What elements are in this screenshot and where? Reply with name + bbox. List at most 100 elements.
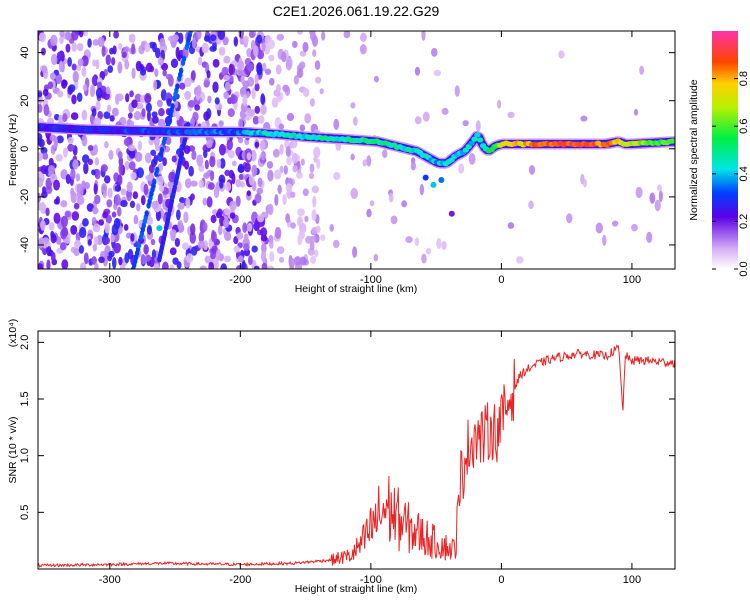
noise-blob — [279, 143, 284, 155]
x-tick-label: 100 — [623, 574, 641, 586]
noise-blob — [102, 211, 109, 219]
spectrogram-spot — [448, 210, 455, 217]
noise-blob — [59, 242, 67, 251]
noise-blob — [83, 252, 89, 265]
noise-blob — [111, 211, 117, 218]
noise-blob — [611, 220, 619, 227]
noise-blob — [111, 256, 117, 269]
spectrogram-frame — [37, 30, 676, 270]
noise-blob — [87, 144, 94, 151]
noise-blob — [237, 163, 245, 174]
noise-blob — [56, 51, 62, 60]
noise-blob — [352, 246, 358, 258]
noise-blob — [219, 180, 224, 189]
noise-blob — [401, 200, 408, 208]
noise-blob — [217, 31, 226, 41]
noise-blob — [68, 84, 76, 93]
noise-blob — [198, 179, 204, 189]
snr-series — [38, 344, 675, 568]
noise-blob — [223, 55, 231, 64]
noise-blob — [171, 155, 177, 163]
noise-blob — [82, 83, 88, 92]
noise-blob — [87, 239, 92, 246]
noise-blob — [276, 246, 285, 255]
noise-blob — [82, 218, 89, 227]
noise-blob — [162, 157, 167, 167]
noise-blob — [81, 134, 88, 147]
noise-blob — [241, 259, 246, 269]
noise-blob — [40, 219, 46, 231]
noise-blob — [38, 177, 44, 188]
noise-blob — [62, 147, 68, 158]
noise-blob — [222, 37, 229, 46]
noise-blob — [436, 237, 442, 250]
noise-blob — [286, 156, 293, 166]
noise-blob — [55, 73, 63, 85]
noise-blob — [256, 34, 263, 44]
noise-blob — [251, 245, 258, 253]
noise-blob — [231, 160, 237, 167]
noise-blob — [223, 231, 232, 241]
noise-blob — [359, 32, 367, 42]
noise-blob — [296, 68, 304, 79]
noise-blob — [207, 182, 215, 190]
noise-blob — [133, 214, 139, 225]
noise-blob — [257, 214, 265, 223]
noise-blob — [233, 245, 240, 253]
noise-blob — [213, 186, 220, 199]
noise-blob — [71, 211, 80, 221]
noise-blob — [77, 58, 84, 67]
noise-blob — [218, 224, 223, 236]
noise-blob — [254, 193, 262, 204]
noise-blob — [74, 239, 81, 248]
noise-blob — [144, 42, 151, 53]
noise-blob — [65, 173, 71, 185]
noise-blob — [158, 185, 165, 193]
noise-blob — [227, 150, 235, 159]
noise-blob — [50, 144, 56, 155]
noise-blob — [421, 31, 426, 41]
noise-blob — [235, 179, 242, 188]
noise-blob — [297, 208, 305, 217]
noise-blob — [267, 265, 275, 269]
noise-blob — [150, 238, 156, 246]
noise-blob — [209, 155, 216, 168]
noise-blob — [633, 108, 639, 116]
noise-blob — [114, 194, 121, 206]
noise-blob — [128, 161, 136, 171]
noise-blob — [176, 261, 182, 269]
noise-blob — [310, 255, 317, 264]
noise-blob — [249, 31, 255, 39]
noise-blob — [257, 114, 265, 124]
noise-blob — [320, 234, 326, 242]
noise-blob — [285, 58, 292, 71]
snr-plot-area — [38, 331, 675, 569]
noise-blob — [528, 165, 536, 175]
noise-blob — [42, 88, 49, 97]
noise-blob — [156, 99, 163, 108]
noise-blob — [231, 172, 236, 185]
noise-blob — [253, 45, 259, 57]
noise-blob — [67, 57, 72, 67]
noise-blob — [47, 164, 56, 175]
noise-blob — [285, 145, 291, 158]
noise-blob — [269, 251, 275, 263]
noise-blob — [311, 35, 319, 47]
noise-blob — [129, 200, 136, 209]
streak-segment — [152, 178, 157, 185]
noise-blob — [267, 39, 276, 50]
snr-y-label: SNR (10 * v/v) — [7, 416, 19, 483]
noise-blob — [373, 75, 379, 83]
noise-blob — [311, 185, 320, 194]
y-tick-label: 20 — [19, 95, 31, 107]
noise-blob — [101, 183, 108, 194]
noise-blob — [112, 45, 117, 55]
noise-blob — [269, 241, 274, 249]
colorbar-tick-label: 0.0 — [738, 261, 750, 276]
noise-blob — [60, 228, 67, 240]
noise-blob — [309, 241, 315, 251]
noise-blob — [162, 261, 169, 269]
noise-blob — [316, 158, 321, 169]
noise-blob — [422, 111, 430, 122]
noise-blob — [425, 247, 432, 255]
